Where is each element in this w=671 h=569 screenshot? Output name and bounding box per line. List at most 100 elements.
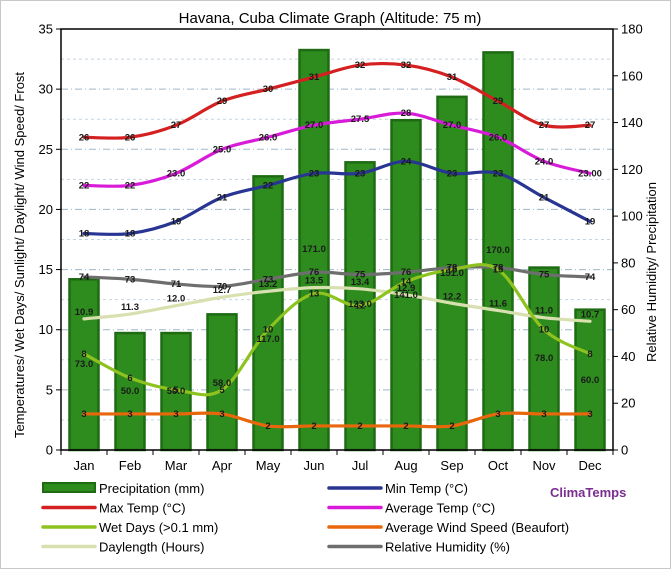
data-label-wet-days-0-1-mm: 6 xyxy=(127,373,132,384)
y-left-tick-label: 10 xyxy=(39,322,53,337)
data-label-average-temp-c: 26.0 xyxy=(489,132,508,143)
y-right-tick-label: 100 xyxy=(621,209,643,224)
data-label-max-temp-c: 27 xyxy=(171,120,182,131)
data-label-relative-humidity: 70 xyxy=(217,281,228,292)
data-label-max-temp-c: 27 xyxy=(539,120,550,131)
x-tick-label-dec: Dec xyxy=(578,458,602,473)
data-label-average-wind-speed-beaufort: 3 xyxy=(81,409,86,420)
data-label-daylength-hours: 12.9 xyxy=(397,283,416,294)
data-label-max-temp-c: 31 xyxy=(309,72,320,83)
data-label-average-wind-speed-beaufort: 3 xyxy=(173,409,178,420)
data-label-average-temp-c: 22 xyxy=(125,180,136,191)
legend: Precipitation (mm) Min Temp (°C) Max Temp … xyxy=(41,481,569,555)
data-label-precipitation: 123.0 xyxy=(348,299,372,310)
x-tick-label-may: May xyxy=(256,458,281,473)
legend-label-precipitation-mm: Precipitation (mm) xyxy=(99,481,204,496)
data-label-relative-humidity: 78 xyxy=(493,263,504,274)
series-line-average-temp-c xyxy=(82,111,592,188)
data-label-precipitation: 50.0 xyxy=(167,386,186,397)
data-label-min-temp-c: 21 xyxy=(539,192,550,203)
data-label-daylength-hours: 12.2 xyxy=(443,291,462,302)
data-label-max-temp-c: 29 xyxy=(493,96,504,107)
data-label-max-temp-c: 26 xyxy=(79,132,90,143)
data-label-precipitation: 78.0 xyxy=(535,353,554,364)
data-label-daylength-hours: 13.5 xyxy=(305,276,324,287)
y-left-tick-label: 0 xyxy=(46,443,53,458)
data-label-min-temp-c: 18 xyxy=(79,228,90,239)
data-label-daylength-hours: 13.4 xyxy=(351,277,370,288)
legend-label-average-wind-speed-beaufort: Average Wind Speed (Beaufort) xyxy=(385,520,569,535)
y-left-tick-label: 35 xyxy=(39,22,53,37)
data-label-relative-humidity: 74 xyxy=(585,272,596,283)
chart-title: Havana, Cuba Climate Graph (Altitude: 75… xyxy=(179,10,482,27)
data-label-relative-humidity: 76 xyxy=(309,267,320,278)
legend-label-wet-days-0-1-mm: Wet Days (>0.1 mm) xyxy=(99,520,218,535)
y-right-tick-label: 0 xyxy=(621,443,628,458)
data-label-precipitation: 151.0 xyxy=(440,268,464,279)
legend-label-relative-humidity: Relative Humidity (%) xyxy=(385,540,510,555)
y-right-tick-label: 80 xyxy=(621,255,635,270)
legend-label-min-temp-c: Min Temp (°C) xyxy=(385,481,468,496)
y-axis-left-title: Temperatures/ Wet Days/ Sunlight/ Daylig… xyxy=(12,72,27,438)
data-label-wet-days-0-1-mm: 5 xyxy=(219,385,225,396)
series-line-daylength-hours xyxy=(82,285,592,323)
axes: 05101520253035020406080100120140160180Ja… xyxy=(39,22,643,474)
x-tick-label-apr: Apr xyxy=(212,458,233,473)
data-label-precipitation: 50.0 xyxy=(121,386,140,397)
data-label-relative-humidity: 74 xyxy=(79,272,90,283)
data-label-min-temp-c: 19 xyxy=(585,216,596,227)
watermark: ClimaTemps xyxy=(550,485,626,500)
data-label-daylength-hours: 11.3 xyxy=(121,302,139,313)
y-right-tick-label: 120 xyxy=(621,162,643,177)
grid-lines xyxy=(61,29,613,450)
y-right-tick-label: 60 xyxy=(621,302,635,317)
data-label-min-temp-c: 23 xyxy=(309,168,320,179)
y-right-tick-label: 40 xyxy=(621,349,635,364)
legend-label-max-temp-c: Max Temp (°C) xyxy=(99,501,186,516)
data-label-average-wind-speed-beaufort: 3 xyxy=(219,409,224,420)
data-label-precipitation: 60.0 xyxy=(581,375,600,386)
series-lines xyxy=(82,61,592,429)
data-label-daylength-hours: 10.7 xyxy=(581,309,600,320)
y-left-tick-label: 5 xyxy=(46,382,53,397)
data-label-average-temp-c: 22 xyxy=(79,180,90,191)
x-tick-label-feb: Feb xyxy=(119,458,141,473)
series-line-relative-humidity xyxy=(82,265,592,289)
legend-label-average-temp-c: Average Temp (°C) xyxy=(385,501,495,516)
series-line-average-wind-speed-beaufort xyxy=(82,411,592,429)
data-label-wet-days-0-1-mm: 10 xyxy=(263,325,274,336)
data-label-max-temp-c: 30 xyxy=(263,84,274,95)
data-label-average-temp-c: 24.0 xyxy=(535,156,554,167)
data-label-average-temp-c: 28 xyxy=(401,108,412,119)
data-label-precipitation: 117.0 xyxy=(256,334,279,345)
precipitation-bar-sep xyxy=(436,95,468,452)
data-label-relative-humidity: 75 xyxy=(355,270,366,281)
data-label-max-temp-c: 26 xyxy=(125,132,136,143)
data-label-average-temp-c: 25.0 xyxy=(213,144,232,155)
data-label-average-wind-speed-beaufort: 3 xyxy=(495,409,500,420)
data-label-min-temp-c: 24 xyxy=(401,156,412,167)
y-right-tick-label: 140 xyxy=(621,115,643,130)
data-label-average-temp-c: 23.0 xyxy=(167,168,186,179)
legend-label-daylength-hours: Daylength (Hours) xyxy=(99,540,205,555)
data-label-precipitation: 170.0 xyxy=(486,245,510,256)
series-line-wet-days-0-1-mm xyxy=(82,263,592,397)
data-label-precipitation: 73.0 xyxy=(75,359,94,370)
data-label-wet-days-0-1-mm: 8 xyxy=(81,349,86,360)
y-right-tick-label: 180 xyxy=(621,22,643,37)
data-label-average-wind-speed-beaufort: 3 xyxy=(541,409,546,420)
data-label-min-temp-c: 19 xyxy=(171,216,182,227)
data-label-average-temp-c: 23.00 xyxy=(578,168,602,179)
x-tick-label-jun: Jun xyxy=(304,458,325,473)
precipitation-bar-oct xyxy=(482,51,514,452)
y-left-tick-label: 25 xyxy=(39,142,53,157)
data-label-relative-humidity: 75 xyxy=(539,270,550,281)
data-label-relative-humidity: 76 xyxy=(401,267,412,278)
x-tick-label-jul: Jul xyxy=(352,458,369,473)
precipitation-bar-feb xyxy=(114,331,146,452)
data-label-relative-humidity: 71 xyxy=(171,279,182,290)
x-tick-label-oct: Oct xyxy=(488,458,509,473)
series-line-max-temp-c xyxy=(82,61,592,140)
data-label-relative-humidity: 73 xyxy=(125,274,136,285)
